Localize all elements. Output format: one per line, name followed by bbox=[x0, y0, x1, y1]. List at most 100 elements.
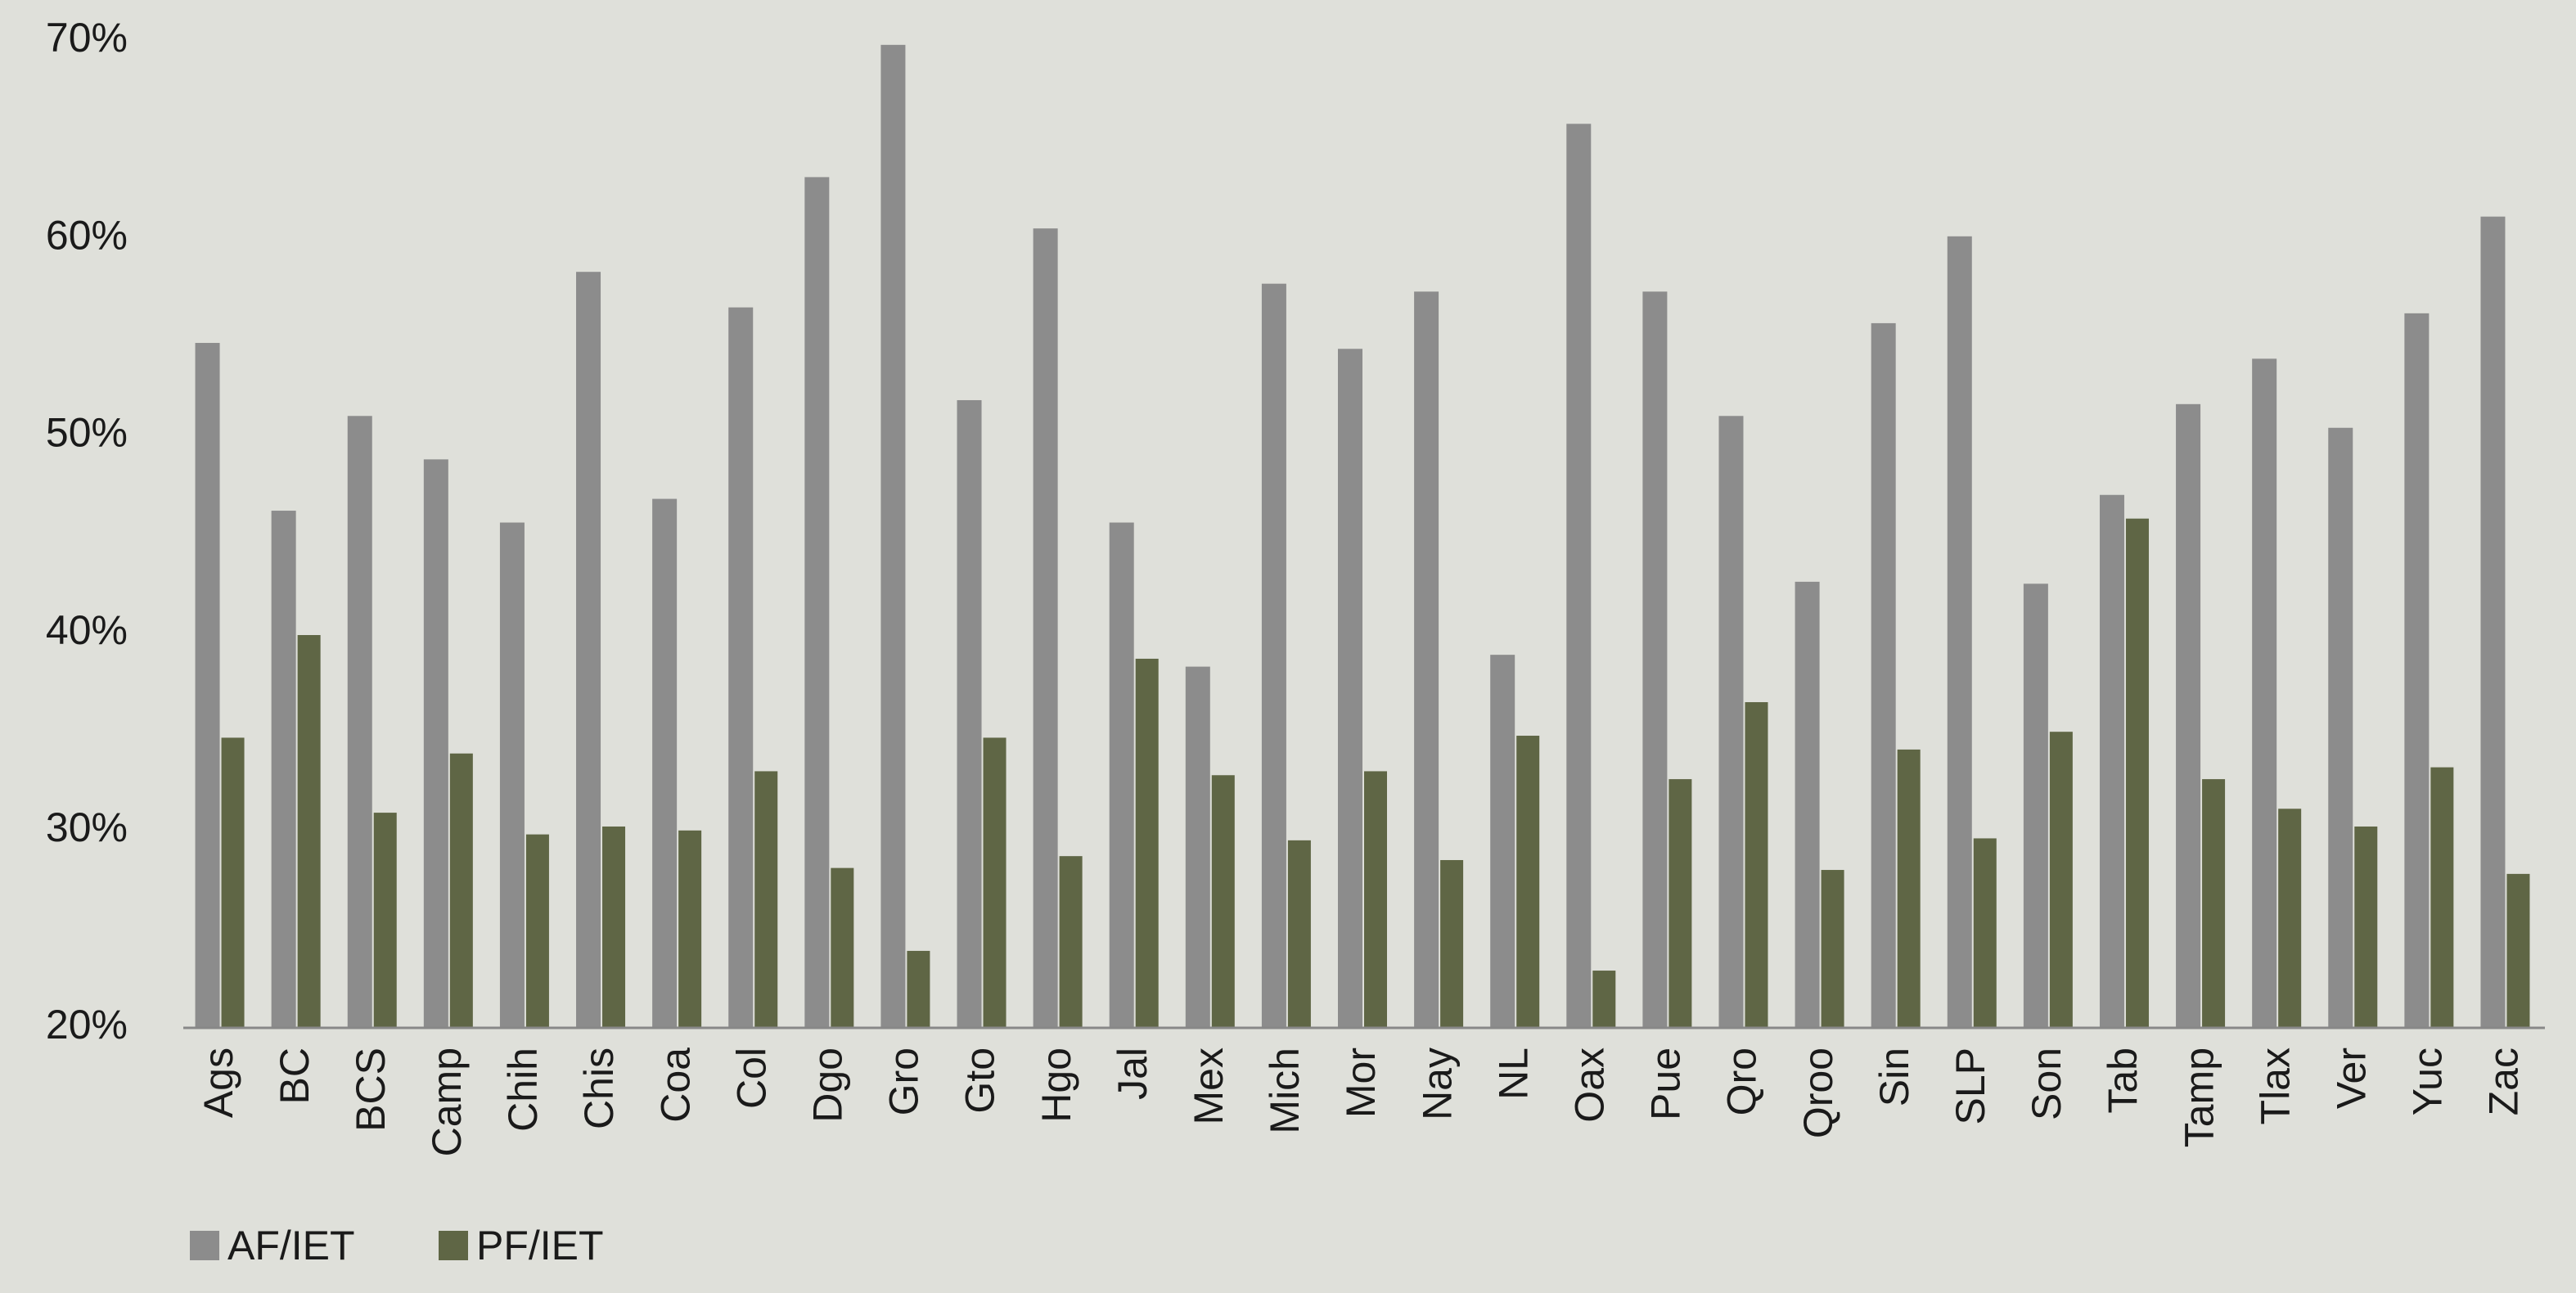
x-tick-label: BCS bbox=[348, 1047, 394, 1132]
x-tick-label: Dgo bbox=[805, 1047, 851, 1123]
bar bbox=[1185, 666, 1210, 1028]
x-tick-label: NL bbox=[1490, 1047, 1536, 1100]
bar bbox=[804, 177, 830, 1029]
x-tick-label: Tab bbox=[2100, 1047, 2146, 1114]
y-tick-label: 40% bbox=[46, 607, 128, 653]
bar bbox=[2049, 732, 2073, 1028]
bar bbox=[1592, 971, 1616, 1028]
bar bbox=[880, 44, 906, 1029]
y-tick-label: 50% bbox=[46, 410, 128, 456]
x-tick-label: Qro bbox=[1719, 1047, 1765, 1115]
bar bbox=[678, 830, 702, 1028]
bar bbox=[1490, 655, 1515, 1028]
bar bbox=[1669, 779, 1692, 1028]
bar bbox=[1261, 283, 1286, 1028]
bar bbox=[1338, 349, 1362, 1029]
x-tick-label: Chih bbox=[500, 1047, 546, 1132]
y-tick-label: 60% bbox=[46, 212, 128, 258]
y-tick-label: 20% bbox=[46, 1002, 128, 1047]
x-tick-label: Hgo bbox=[1034, 1047, 1079, 1123]
bar bbox=[423, 459, 448, 1028]
bar bbox=[1973, 838, 1997, 1028]
bar bbox=[2404, 313, 2430, 1029]
legend-label: PF/IET bbox=[476, 1223, 604, 1268]
x-tick-label: Mich bbox=[1262, 1047, 1308, 1134]
bar bbox=[2278, 809, 2302, 1028]
bar bbox=[347, 416, 372, 1028]
bar bbox=[2480, 216, 2506, 1029]
legend-swatch bbox=[439, 1231, 468, 1260]
bar bbox=[373, 813, 397, 1028]
bar bbox=[2328, 427, 2353, 1028]
y-tick-label: 30% bbox=[46, 804, 128, 850]
bar bbox=[2202, 779, 2226, 1028]
bar bbox=[195, 343, 220, 1028]
x-tick-label: Coa bbox=[652, 1047, 698, 1123]
x-tick-label: Nay bbox=[1414, 1047, 1460, 1120]
bar bbox=[1211, 775, 1235, 1028]
x-tick-label: Jal bbox=[1110, 1047, 1155, 1100]
bar bbox=[2125, 518, 2149, 1028]
bar bbox=[499, 522, 525, 1028]
bar bbox=[1440, 859, 1464, 1028]
bar bbox=[2176, 403, 2201, 1029]
bar bbox=[2252, 358, 2277, 1028]
bar bbox=[576, 272, 601, 1029]
bar bbox=[525, 834, 549, 1028]
bar bbox=[1059, 856, 1083, 1028]
bar bbox=[1897, 749, 1921, 1028]
x-tick-label: Pue bbox=[1643, 1047, 1689, 1120]
bar bbox=[1745, 702, 1768, 1028]
bar bbox=[754, 771, 778, 1028]
bar bbox=[1287, 840, 1311, 1028]
x-tick-label: Col bbox=[728, 1047, 774, 1109]
x-tick-label: Oax bbox=[1566, 1047, 1612, 1123]
bar bbox=[907, 950, 930, 1028]
x-tick-label: Tamp bbox=[2176, 1047, 2222, 1147]
bar bbox=[2430, 767, 2454, 1028]
x-tick-label: Gto bbox=[957, 1047, 1003, 1114]
x-tick-label: Gro bbox=[881, 1047, 927, 1115]
bar bbox=[1947, 236, 1972, 1029]
y-tick-label: 70% bbox=[46, 15, 128, 61]
bar bbox=[2023, 583, 2048, 1028]
bar bbox=[2354, 826, 2378, 1028]
bar bbox=[1109, 522, 1134, 1028]
x-tick-label: Sin bbox=[1871, 1047, 1917, 1106]
bar bbox=[2506, 873, 2530, 1028]
legend-label: AF/IET bbox=[227, 1223, 355, 1268]
bar bbox=[1821, 870, 1844, 1028]
x-tick-label: Qroo bbox=[1795, 1047, 1841, 1138]
bar bbox=[1516, 736, 1540, 1028]
bar bbox=[602, 826, 626, 1028]
x-tick-label: Tlax bbox=[2252, 1047, 2298, 1124]
bar bbox=[1795, 581, 1820, 1028]
bar bbox=[221, 737, 245, 1028]
x-tick-label: Ags bbox=[196, 1047, 241, 1118]
bar bbox=[1718, 416, 1744, 1028]
bar bbox=[957, 399, 982, 1028]
x-tick-label: Mor bbox=[1338, 1047, 1384, 1118]
x-tick-label: Chis bbox=[576, 1047, 622, 1129]
bar bbox=[1414, 291, 1439, 1029]
x-tick-label: Zac bbox=[2481, 1047, 2527, 1115]
bar bbox=[1566, 124, 1592, 1029]
bar bbox=[1135, 658, 1159, 1028]
x-tick-label: BC bbox=[272, 1047, 317, 1104]
bar bbox=[728, 307, 754, 1028]
bar bbox=[1871, 322, 1896, 1028]
bar bbox=[1364, 771, 1387, 1028]
x-tick-label: Mex bbox=[1186, 1047, 1232, 1124]
x-tick-label: Ver bbox=[2328, 1047, 2374, 1109]
bar bbox=[297, 635, 321, 1028]
bar bbox=[1642, 291, 1668, 1029]
bar bbox=[2099, 494, 2124, 1028]
x-tick-label: Son bbox=[2024, 1047, 2069, 1120]
bar bbox=[983, 737, 1007, 1028]
bar bbox=[449, 753, 473, 1028]
bar bbox=[1033, 228, 1058, 1028]
x-tick-label: Camp bbox=[424, 1047, 470, 1156]
bar bbox=[831, 867, 854, 1028]
